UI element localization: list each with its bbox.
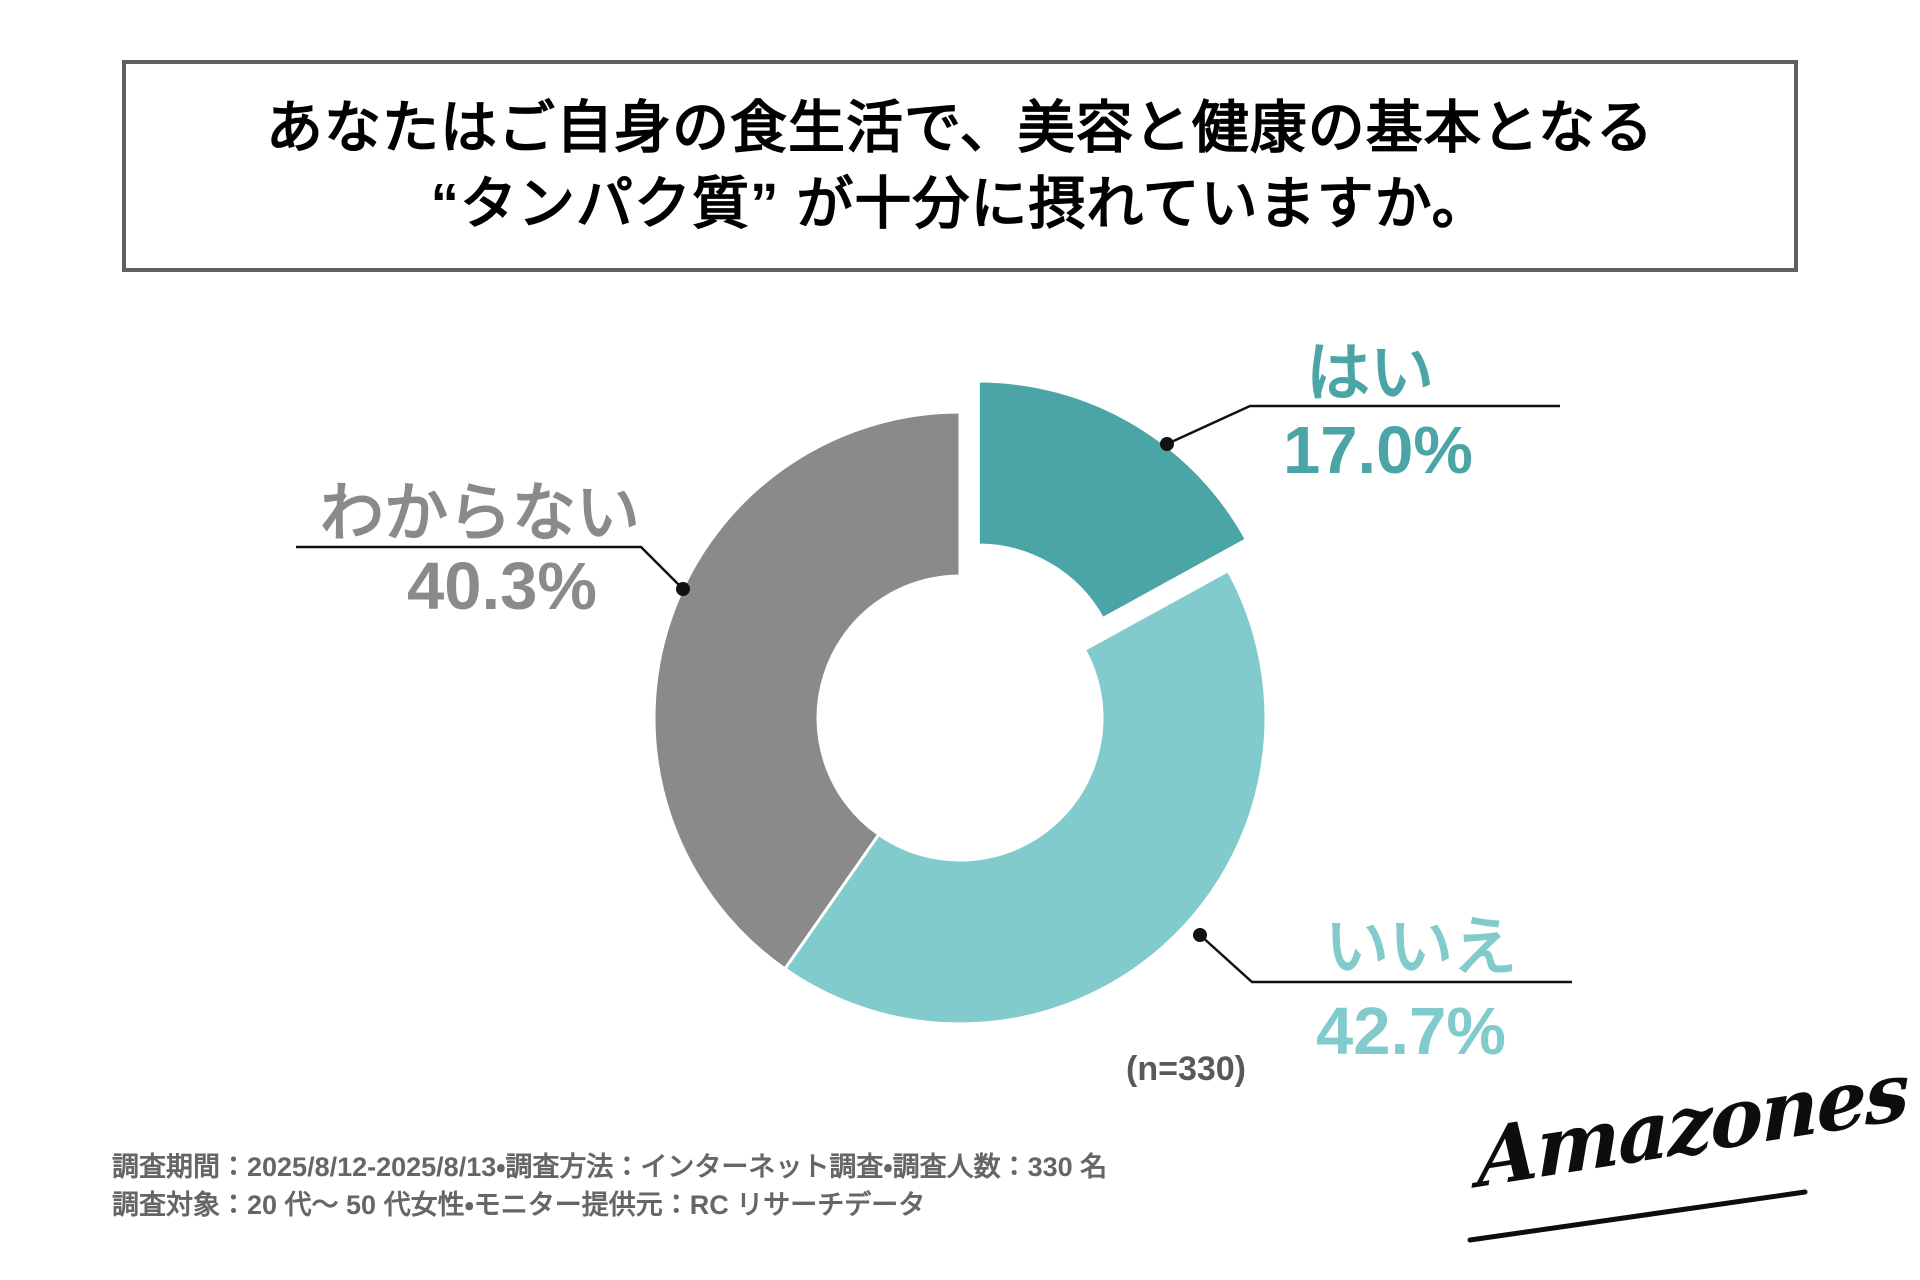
question-title-box: あなたはご自身の食生活で、美容と健康の基本となる “タンパク質” が十分に摂れて… [122, 60, 1798, 272]
sample-size: (n=330) [1126, 1050, 1246, 1088]
donut-slice-2 [652, 410, 962, 971]
survey-footnote-line1: 調査期間：2025/8/12-2025/8/13・調査方法：インターネット調査・… [112, 1152, 1108, 1182]
callout-label-unknown: わからない [320, 477, 640, 549]
callout-percent-yes: 17.0% [1283, 413, 1473, 488]
leader-dot-yes [1160, 437, 1174, 451]
leader-line-yes [1166, 404, 1560, 446]
logo-underline [1467, 1189, 1808, 1243]
leader-line-no [1199, 934, 1572, 984]
leader-dot-unknown [676, 582, 690, 596]
question-title-line1: あなたはご自身の食生活で、美容と健康の基本となる [265, 96, 1654, 160]
survey-footnote: 調査期間：2025/8/12-2025/8/13・調査方法：インターネット調査・… [112, 1148, 1107, 1224]
donut-slice-0 [976, 379, 1249, 621]
question-title-line2: “タンパク質” が十分に摂れていますか。 [430, 172, 1490, 236]
survey-footnote-line2: 調査対象：20 代〜 50 代女性・モニター提供元：RC リサーチデータ [112, 1190, 926, 1220]
leader-dot-no [1193, 928, 1207, 942]
callout-label-yes: はい [1306, 337, 1434, 409]
callout-percent-no: 42.7% [1316, 994, 1506, 1069]
callout-label-no: いいえ [1325, 911, 1517, 983]
donut-slice-1 [782, 568, 1268, 1026]
callout-percent-unknown: 40.3% [407, 549, 597, 624]
leader-line-unknown [296, 545, 684, 590]
